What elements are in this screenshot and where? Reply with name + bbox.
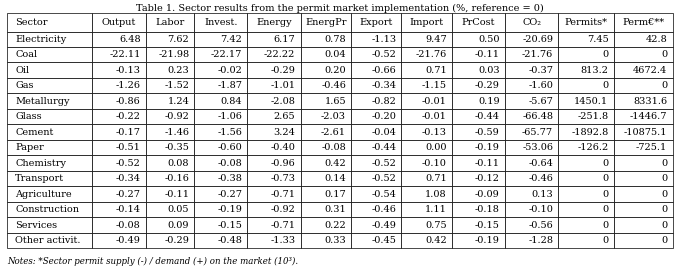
Text: Table 1. Sector results from the permit market implementation (%, reference = 0): Table 1. Sector results from the permit …: [136, 4, 544, 13]
Text: Notes: *Sector permit supply (-) / demand (+) on the market (10³).: Notes: *Sector permit supply (-) / deman…: [7, 257, 298, 266]
